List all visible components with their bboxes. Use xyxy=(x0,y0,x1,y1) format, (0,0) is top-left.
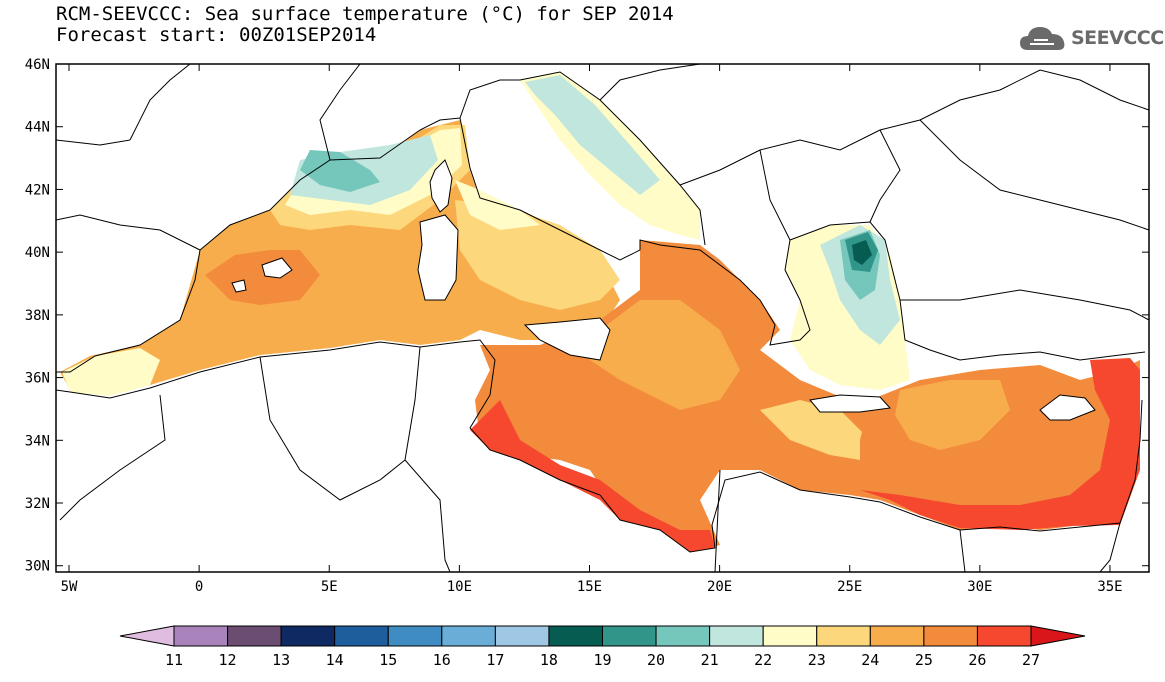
balearic-warm xyxy=(205,250,320,305)
colorbar-label: 23 xyxy=(808,651,826,669)
seevccc-logo: SEEVCCC xyxy=(1018,22,1164,54)
colorbar-box xyxy=(762,625,818,647)
y-tick-label: 36N xyxy=(25,371,50,387)
y-tick-label: 32N xyxy=(25,496,50,512)
ligurian-cool-core xyxy=(300,150,380,192)
colorbar: 11 12 13 14 15 16 17 18 19 20 21 22 23 24 25 26 27 xyxy=(119,625,1086,669)
x-tick-label: 10E xyxy=(447,579,472,595)
x-axis: 5W 0 5E 10E 15E 20E 25E 30E 35E xyxy=(61,64,1123,595)
colorbar-label: 17 xyxy=(486,651,504,669)
sea-fields xyxy=(60,72,1140,552)
colorbar-box xyxy=(280,625,336,647)
colorbar-label: 19 xyxy=(593,651,611,669)
logo-text: SEEVCCC xyxy=(1071,27,1164,49)
colorbar-box xyxy=(173,625,229,647)
alboran-sea xyxy=(62,348,160,396)
x-tick-label: 5W xyxy=(61,579,78,595)
western-mediterranean xyxy=(60,120,620,395)
ibiza xyxy=(231,279,247,293)
colorbar-label: 20 xyxy=(647,651,665,669)
mallorca xyxy=(261,257,293,279)
cyprus xyxy=(1039,394,1096,421)
libyan-coast-warm xyxy=(470,400,715,552)
colorbar-label: 22 xyxy=(754,651,772,669)
crete xyxy=(809,394,892,413)
coastlines xyxy=(56,64,1149,572)
northern-adriatic-cool xyxy=(525,75,660,195)
colorbar-label: 16 xyxy=(433,651,451,669)
colorbar-label: 24 xyxy=(861,651,879,669)
x-tick-label: 20E xyxy=(707,579,732,595)
plot-frame xyxy=(55,63,1150,573)
levantine-warm-edge xyxy=(860,358,1140,530)
colorbar-label: 13 xyxy=(272,651,290,669)
colorbar-label: 14 xyxy=(326,651,344,669)
x-tick-label: 30E xyxy=(967,579,992,595)
ionian-yellow-band xyxy=(590,300,740,410)
colorbar-low-triangle xyxy=(119,625,175,647)
y-tick-label: 40N xyxy=(25,245,50,261)
colorbar-box xyxy=(441,625,496,647)
south-ionian-yellow xyxy=(760,400,870,460)
y-tick-label: 44N xyxy=(25,120,50,136)
x-tick-label: 35E xyxy=(1097,579,1122,595)
colorbar-box xyxy=(816,625,871,647)
colorbar-box xyxy=(548,625,603,647)
colorbar-box xyxy=(334,625,389,647)
colorbar-label: 26 xyxy=(968,651,986,669)
y-tick-label: 34N xyxy=(25,433,50,449)
colorbar-box xyxy=(869,625,925,647)
corsica xyxy=(429,159,453,213)
colorbar-box xyxy=(227,625,282,647)
y-axis: 30N 32N 34N 36N 38N 40N 42N 44N 46N xyxy=(25,57,1149,575)
colorbar-box xyxy=(655,625,711,647)
forecast-start: Forecast start: 00Z01SEP2014 xyxy=(56,24,377,46)
y-tick-label: 42N xyxy=(25,182,50,198)
colorbar-box xyxy=(709,625,764,647)
colorbar-box xyxy=(602,625,657,647)
colorbar-box xyxy=(387,625,443,647)
colorbar-label: 12 xyxy=(219,651,237,669)
levantine-yellow xyxy=(895,380,1010,450)
sardinia xyxy=(417,214,459,301)
x-tick-label: 0 xyxy=(195,579,203,595)
cloud-icon xyxy=(1020,27,1065,50)
tyrrhenian-north xyxy=(455,180,540,230)
colorbar-box xyxy=(976,625,1032,647)
y-tick-label: 30N xyxy=(25,559,50,575)
x-tick-label: 5E xyxy=(321,579,338,595)
title-block: RCM-SEEVCCC: Sea surface temperature (°C… xyxy=(56,4,674,46)
map-title: RCM-SEEVCCC: Sea surface temperature (°C… xyxy=(56,3,674,25)
colorbar-box xyxy=(494,625,550,647)
colorbar-label: 25 xyxy=(915,651,933,669)
colorbar-label: 15 xyxy=(379,651,397,669)
colorbar-label: 11 xyxy=(165,651,183,669)
colorbar-label: 21 xyxy=(701,651,719,669)
colorbar-label: 18 xyxy=(540,651,558,669)
x-tick-label: 25E xyxy=(837,579,862,595)
colorbar-high-triangle xyxy=(1030,625,1086,647)
north-aegean-core xyxy=(852,240,872,265)
sicily xyxy=(523,317,611,361)
x-tick-label: 15E xyxy=(577,579,602,595)
colorbar-label: 27 xyxy=(1022,651,1040,669)
y-tick-label: 46N xyxy=(25,57,50,73)
y-tick-label: 38N xyxy=(25,308,50,324)
colorbar-box xyxy=(923,625,978,647)
